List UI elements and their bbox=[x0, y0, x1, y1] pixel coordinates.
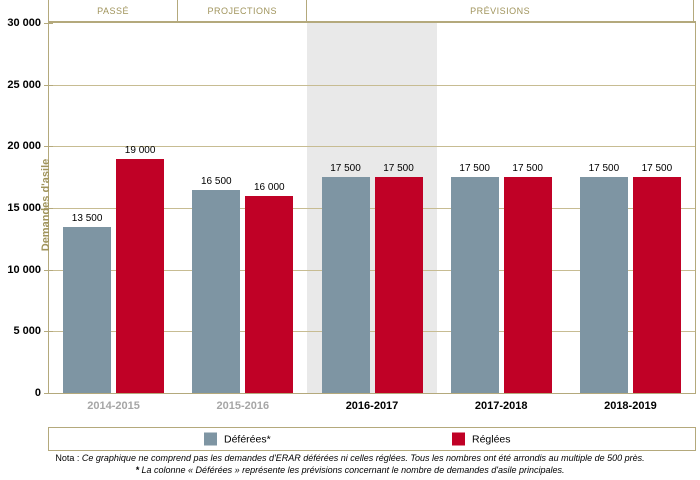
note-prefix: Nota : bbox=[55, 453, 80, 463]
bar-value-label: 16 000 bbox=[254, 181, 285, 193]
period-section: PROJECTIONS bbox=[177, 0, 306, 21]
gridline bbox=[49, 269, 695, 271]
y-axis-title: Demandes d'asile bbox=[40, 158, 52, 252]
bar-value-label: 17 500 bbox=[512, 163, 543, 175]
bar bbox=[450, 177, 499, 393]
bar-value-label: 16 500 bbox=[201, 175, 232, 187]
period-label: PRÉVISIONS bbox=[470, 5, 531, 16]
y-tick-label: 5 000 bbox=[13, 325, 41, 338]
footnotes: Nota : Ce graphique ne comprend pas les … bbox=[0, 452, 700, 476]
axis-tick bbox=[44, 84, 53, 86]
bar bbox=[63, 226, 112, 393]
axis-tick bbox=[44, 269, 53, 271]
bar-value-label: 17 500 bbox=[330, 163, 361, 175]
period-label: PROJECTIONS bbox=[207, 5, 278, 16]
bar bbox=[503, 177, 552, 393]
gridline bbox=[49, 84, 695, 86]
bar-value-label: 13 500 bbox=[71, 212, 103, 224]
bar bbox=[632, 177, 681, 393]
legend-label: Réglées bbox=[472, 433, 511, 445]
x-category-label: 2014-2015 bbox=[87, 400, 140, 412]
bar bbox=[116, 158, 165, 393]
period-header: PASSÉ PROJECTIONS PRÉVISIONS bbox=[48, 0, 694, 21]
period-section: PRÉVISIONS bbox=[306, 0, 694, 21]
x-category-label: 2017-2018 bbox=[474, 400, 528, 412]
note-line-1: Nota : Ce graphique ne comprend pas les … bbox=[0, 452, 700, 464]
x-category-label: 2016-2017 bbox=[345, 400, 399, 412]
period-section: PASSÉ bbox=[48, 0, 177, 21]
bar-value-label: 17 500 bbox=[641, 163, 673, 175]
y-axis-tick-labels: 0 5 000 10 000 15 000 20 000 25 000 30 000 bbox=[0, 17, 41, 399]
gridline bbox=[49, 208, 695, 209]
bar-value-label: 17 500 bbox=[383, 163, 414, 175]
bar-value-label: 17 500 bbox=[588, 163, 620, 175]
bar-value-label: 17 500 bbox=[459, 163, 490, 175]
x-axis-labels: 2014-2015 2015-2016 2016-2017 2017-2018 2018… bbox=[0, 400, 700, 416]
x-category-label: 2018-2019 bbox=[604, 400, 657, 412]
gridline bbox=[49, 331, 695, 333]
y-tick-label: 10 000 bbox=[7, 263, 41, 276]
bar bbox=[579, 177, 628, 393]
legend: Déférées* Réglées bbox=[48, 427, 696, 451]
legend-swatch bbox=[204, 432, 217, 446]
y-tick-label: 0 bbox=[34, 387, 41, 399]
axis-tick bbox=[44, 146, 53, 148]
legend-label: Déférées* bbox=[224, 433, 271, 445]
axis-tick bbox=[44, 208, 53, 209]
bar-value-label: 19 000 bbox=[124, 144, 156, 156]
note-text-1: Ce graphique ne comprend pas les demande… bbox=[81, 453, 645, 463]
plot-area: 13 500 19 000 16 500 16 000 17 500 17 500 17 5… bbox=[44, 21, 696, 394]
note-text-2: La colonne « Déférées » représente les p… bbox=[141, 465, 565, 475]
bar bbox=[245, 195, 294, 393]
note-asterisk: * bbox=[135, 465, 139, 475]
axis-tick bbox=[44, 331, 53, 333]
legend-item: Déférées* bbox=[204, 432, 271, 446]
axis-tick bbox=[44, 23, 53, 24]
axis-tick bbox=[44, 393, 53, 394]
bar bbox=[192, 189, 241, 393]
gridline bbox=[49, 146, 695, 148]
bar bbox=[374, 177, 423, 393]
bar bbox=[321, 177, 370, 393]
y-tick-label: 30 000 bbox=[7, 17, 41, 29]
x-category-label: 2015-2016 bbox=[216, 400, 270, 412]
legend-item: Réglées bbox=[452, 432, 511, 446]
y-tick-label: 20 000 bbox=[7, 140, 41, 153]
note-line-2: * La colonne « Déférées » représente les… bbox=[0, 464, 700, 476]
y-tick-label: 25 000 bbox=[7, 78, 41, 91]
period-label: PASSÉ bbox=[97, 5, 130, 16]
y-tick-label: 15 000 bbox=[7, 202, 41, 214]
legend-swatch bbox=[452, 432, 465, 446]
